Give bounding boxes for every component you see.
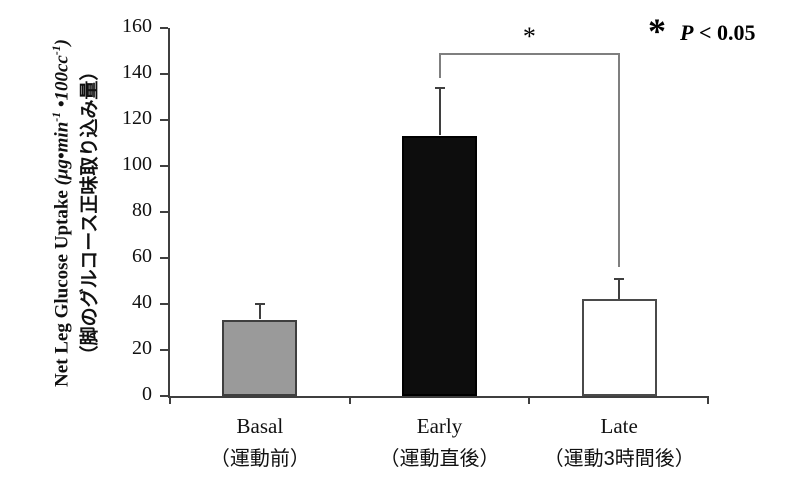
- y-axis-units: (μg•min-1 •100cc-1): [50, 39, 73, 186]
- y-axis-title: Net Leg Glucose Uptake (μg•min-1 •100cc-…: [50, 0, 101, 453]
- bar-basal: [222, 320, 298, 396]
- error-bar-late: [618, 278, 621, 299]
- y-tick-label-140: 140: [122, 61, 152, 83]
- y-tick-60: [160, 257, 168, 259]
- x-tick-0: [169, 396, 171, 404]
- y-tick-160: [160, 27, 168, 29]
- y-tick-label-100: 100: [122, 153, 152, 175]
- category-label-late: Late: [600, 414, 638, 438]
- y-tick-label-20: 20: [132, 337, 152, 359]
- y-tick-20: [160, 349, 168, 351]
- category-label-basal: Basal: [236, 414, 284, 438]
- y-tick-120: [160, 119, 168, 121]
- y-tick-label-80: 80: [132, 199, 152, 221]
- y-tick-0: [160, 395, 168, 397]
- sig-bracket-left: [438, 53, 441, 78]
- bar-early: [402, 136, 477, 396]
- error-bar-early: [438, 87, 441, 136]
- x-tick-3: [707, 396, 709, 404]
- y-tick-140: [160, 73, 168, 75]
- y-axis-title-english: Net Leg Glucose Uptake (μg•min-1 •100cc-…: [50, 0, 73, 453]
- x-tick-1: [348, 396, 351, 404]
- bar-late: [581, 299, 657, 396]
- legend-pvalue: P < 0.05: [680, 20, 756, 45]
- category-sublabel-basal: （運動前）: [209, 448, 310, 470]
- y-tick-label-60: 60: [132, 245, 152, 267]
- y-tick-40: [160, 303, 168, 305]
- legend-asterisk: *: [648, 11, 666, 51]
- significance-legend: * P < 0.05: [642, 11, 792, 56]
- plot-area: 0 20 40 60 80 100 120 140 160 Basal （運動前） Early （運動直…: [122, 15, 709, 470]
- x-tick-2: [528, 396, 531, 404]
- error-cap-early: [434, 86, 445, 89]
- sig-asterisk: *: [522, 22, 536, 52]
- category-sublabel-early: （運動直後）: [379, 448, 500, 470]
- y-tick-label-120: 120: [122, 107, 152, 129]
- y-tick-label-0: 0: [142, 383, 152, 405]
- y-tick-80: [160, 211, 168, 213]
- sig-bracket-right: [618, 53, 621, 267]
- category-label-early: Early: [416, 414, 463, 438]
- sig-bracket-top: [438, 53, 621, 56]
- y-axis-title-text: Net Leg Glucose Uptake: [51, 185, 73, 387]
- error-cap-late: [614, 277, 625, 280]
- error-bar-basal: [258, 304, 261, 320]
- error-cap-basal: [254, 303, 265, 305]
- y-tick-100: [160, 165, 168, 167]
- category-sublabel-late: （運動3時間後）: [543, 448, 695, 470]
- y-tick-label-160: 160: [122, 15, 152, 37]
- y-tick-label-40: 40: [132, 291, 152, 313]
